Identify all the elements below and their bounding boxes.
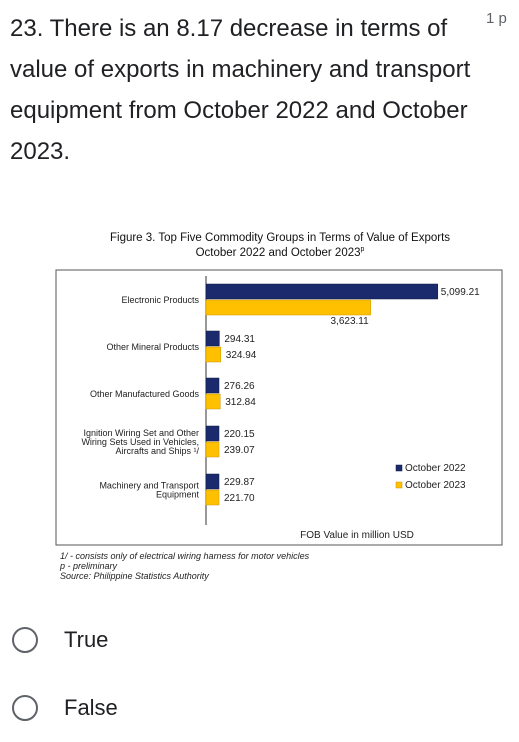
- bar-oct-2022: [205, 377, 220, 394]
- data-label: 324.94: [226, 350, 257, 361]
- x-axis-label: FOB Value in million USD: [300, 530, 414, 541]
- bar-oct-2022: [205, 283, 439, 300]
- radio-false[interactable]: [12, 695, 38, 721]
- data-label: 312.84: [225, 397, 256, 408]
- bar-oct-2022: [205, 473, 220, 490]
- footnote-source: Source: Philippine Statistics Authority: [60, 571, 209, 581]
- radio-true[interactable]: [12, 627, 38, 653]
- bar-oct-2023: [205, 441, 220, 458]
- bar-chart: Electronic Products 5,099.21 3,623.11 Other…: [55, 269, 503, 546]
- category-label: Equipment: [156, 490, 200, 500]
- category-label: Machinery and Transport: [99, 481, 199, 491]
- subtitle-superscript: p: [360, 246, 365, 253]
- figure-title: Figure 3. Top Five Commodity Groups in T…: [109, 232, 451, 244]
- footnote-preliminary: p - preliminary: [60, 561, 118, 571]
- figure-subtitle: October 2022 and October 2023p: [195, 246, 365, 259]
- question-points: 1 p: [486, 10, 507, 27]
- legend-label: October 2023: [405, 480, 466, 491]
- question-text: 23. There is an 8.17 decrease in terms o…: [10, 15, 471, 165]
- category-label: Other Mineral Products: [106, 342, 199, 352]
- category-label: Wiring Sets Used in Vehicles,: [81, 437, 199, 447]
- option-true-label: True: [64, 627, 109, 652]
- category-label: Electronic Products: [121, 295, 199, 305]
- bar-oct-2022: [205, 425, 220, 442]
- bar-oct-2023: [205, 299, 371, 316]
- bar-oct-2022: [205, 330, 220, 347]
- data-label: 239.07: [224, 445, 255, 456]
- data-label: 220.15: [224, 429, 255, 440]
- data-label: 276.26: [224, 381, 255, 392]
- option-false[interactable]: False: [12, 695, 118, 721]
- option-false-label: False: [64, 695, 118, 720]
- data-label: 221.70: [224, 493, 255, 504]
- bar-oct-2023: [205, 393, 221, 410]
- legend-swatch: [395, 481, 403, 489]
- category-label: Ignition Wiring Set and Other: [83, 428, 199, 438]
- data-label: 229.87: [224, 477, 255, 488]
- category-label: Other Manufactured Goods: [90, 389, 200, 399]
- category-label: Aircrafts and Ships ¹/: [115, 446, 199, 456]
- figure: Figure 3. Top Five Commodity Groups in T…: [0, 228, 519, 598]
- option-true[interactable]: True: [12, 627, 108, 653]
- data-label: 294.31: [224, 334, 255, 345]
- data-label: 5,099.21: [441, 287, 480, 298]
- bar-oct-2023: [205, 346, 222, 363]
- figure-notes: 1/ - consists only of electrical wiring …: [60, 551, 309, 581]
- data-label: 3,623.11: [330, 316, 369, 327]
- chart-frame: [55, 269, 503, 546]
- legend-label: October 2022: [405, 463, 466, 474]
- legend-swatch: [395, 464, 403, 472]
- footnote-wiring: 1/ - consists only of electrical wiring …: [60, 551, 310, 561]
- bar-oct-2023: [205, 489, 220, 506]
